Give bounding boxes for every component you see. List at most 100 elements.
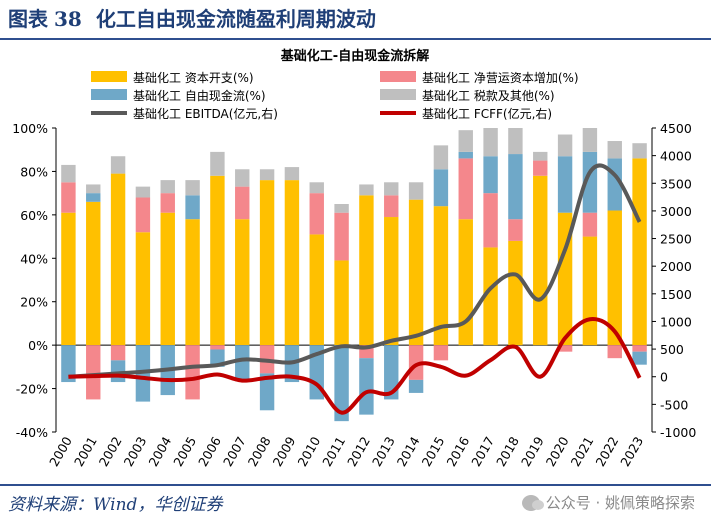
right-tick-label: 4000 bbox=[660, 149, 692, 164]
category-label: 2008 bbox=[245, 434, 274, 469]
category-label: 2009 bbox=[270, 434, 299, 469]
category-label: 2023 bbox=[617, 434, 646, 469]
bar-segment bbox=[110, 173, 126, 346]
bar-segment bbox=[408, 345, 424, 380]
bar-segment bbox=[185, 219, 200, 346]
chart: 基础化工-自由现金流拆解 基础化工 资本开支(%) 基础化工 净营运资本增加(%)… bbox=[12, 48, 696, 469]
bar-segment bbox=[533, 151, 548, 161]
bar-segment bbox=[160, 193, 175, 213]
bar-segment bbox=[632, 345, 647, 352]
fcff-line bbox=[68, 317, 642, 415]
right-tick-label: 500 bbox=[660, 342, 684, 357]
left-tick-label: 0% bbox=[28, 338, 48, 353]
bar-segment bbox=[309, 193, 324, 235]
bar-segment bbox=[235, 345, 250, 380]
bar-segment bbox=[135, 186, 151, 198]
bar-segment bbox=[210, 345, 225, 350]
bar-segment bbox=[334, 204, 349, 213]
bar-segment bbox=[86, 193, 101, 202]
bar-segment bbox=[135, 232, 151, 346]
legend-label: 基础化工 净营运资本增加(%) bbox=[422, 71, 579, 85]
left-tick-label: 100% bbox=[12, 121, 48, 136]
bar-segment bbox=[408, 199, 424, 346]
bar-segment bbox=[235, 186, 250, 220]
bar-segment bbox=[483, 128, 498, 157]
left-tick-label: 80% bbox=[20, 164, 48, 179]
category-label: 2000 bbox=[46, 434, 75, 469]
bar-segment bbox=[533, 160, 548, 176]
category-label: 2011 bbox=[319, 434, 348, 469]
right-tick-label: 2500 bbox=[660, 232, 692, 247]
right-tick-label: 0 bbox=[660, 370, 668, 385]
bar-segment bbox=[61, 212, 76, 346]
bar-segment bbox=[185, 345, 200, 400]
bar-segment bbox=[632, 351, 647, 365]
bar-segment bbox=[235, 219, 250, 346]
category-label: 2018 bbox=[493, 434, 522, 469]
bar-segment bbox=[433, 345, 449, 361]
bar-segment bbox=[160, 212, 175, 346]
legend-label: 基础化工 自由现金流(%) bbox=[133, 88, 266, 103]
bar-segment bbox=[458, 158, 473, 220]
left-tick-label: -20% bbox=[16, 382, 48, 397]
bar-segment bbox=[483, 247, 498, 346]
category-label: 2016 bbox=[443, 434, 472, 469]
bar-segment bbox=[408, 379, 424, 393]
right-tick-label: 3500 bbox=[660, 176, 692, 191]
category-label: 2021 bbox=[568, 434, 597, 469]
bar-segment bbox=[557, 156, 573, 213]
legend-swatch bbox=[91, 71, 127, 82]
watermark: 公众号 · 姚佩策略探索 bbox=[521, 492, 695, 513]
bar-segment bbox=[508, 128, 523, 155]
bar-segment bbox=[334, 345, 349, 422]
bar-segment bbox=[508, 219, 523, 241]
wechat-icon bbox=[521, 494, 544, 511]
bar-segment bbox=[334, 260, 349, 346]
figure-label: 图表 bbox=[8, 7, 48, 31]
legend-label: 基础化工 资本开支(%) bbox=[133, 71, 254, 85]
footer-divider bbox=[0, 484, 711, 486]
bar-segment bbox=[557, 134, 573, 157]
category-label: 2012 bbox=[344, 434, 373, 469]
legend-label: 基础化工 EBITDA(亿元,右) bbox=[133, 106, 278, 121]
bar-segment bbox=[508, 154, 523, 220]
left-tick-label: 60% bbox=[20, 208, 48, 223]
bar-segment bbox=[607, 345, 622, 359]
bar-segment bbox=[458, 130, 473, 152]
bar-segment bbox=[533, 175, 548, 346]
legend-swatch bbox=[380, 71, 416, 82]
bar-segment bbox=[433, 169, 449, 207]
right-tick-label: 2000 bbox=[660, 259, 692, 274]
category-label: 2002 bbox=[96, 434, 125, 469]
source-note: 资料来源：Wind，华创证券 bbox=[8, 495, 223, 515]
left-tick-label: -40% bbox=[16, 425, 48, 440]
right-tick-label: -1000 bbox=[660, 425, 696, 440]
legend-label: 基础化工 FCFF(亿元,右) bbox=[422, 106, 552, 121]
bar-segment bbox=[160, 180, 175, 194]
bar-segment bbox=[483, 193, 498, 248]
legend-label: 基础化工 税款及其他(%) bbox=[422, 89, 555, 103]
bar-segment bbox=[334, 212, 349, 261]
bar-segment bbox=[557, 212, 573, 346]
bar-segment bbox=[61, 164, 76, 183]
bar-segment bbox=[359, 195, 374, 346]
bar-segment bbox=[86, 184, 101, 194]
category-label: 2003 bbox=[121, 434, 150, 469]
bar-segment bbox=[384, 182, 399, 196]
category-label: 2001 bbox=[71, 434, 100, 469]
category-label: 2019 bbox=[518, 434, 547, 469]
category-label: 2020 bbox=[543, 434, 572, 469]
bar-segment bbox=[458, 151, 473, 159]
bar-segment bbox=[582, 212, 598, 237]
category-label: 2022 bbox=[592, 434, 621, 469]
bar-segment bbox=[309, 182, 324, 194]
right-tick-label: 1500 bbox=[660, 287, 692, 302]
bar-segment bbox=[359, 358, 374, 415]
right-tick-label: 1000 bbox=[660, 314, 692, 329]
bar-segment bbox=[607, 141, 622, 159]
right-tick-label: 4500 bbox=[660, 121, 692, 136]
bar-segment bbox=[408, 182, 424, 200]
ebitda-line bbox=[68, 163, 642, 379]
bar-segment bbox=[632, 143, 647, 159]
bar-segment bbox=[235, 169, 250, 187]
